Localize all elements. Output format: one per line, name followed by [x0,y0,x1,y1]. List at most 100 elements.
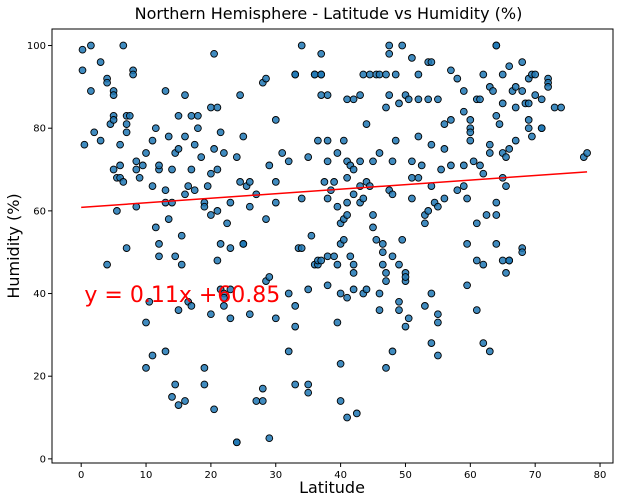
data-point [505,62,514,71]
data-point [116,140,124,149]
data-point [90,128,99,137]
data-point [226,285,235,294]
data-point [434,95,442,104]
y-axis-ticks: 0 20 40 60 80 100 [27,41,52,465]
data-point [502,269,510,277]
data-point [427,140,436,149]
data-point [343,95,351,104]
data-point [459,87,468,95]
data-point [349,165,358,174]
data-point [181,132,189,141]
data-point [116,161,124,170]
data-point [437,165,445,174]
data-point [401,273,410,281]
data-point [236,91,244,99]
data-point [284,289,293,298]
data-point [200,202,209,211]
data-point [271,198,280,207]
data-point [323,252,332,261]
data-point [378,260,387,269]
data-point [245,178,254,186]
data-point [177,231,186,240]
data-point [356,157,364,166]
data-point [113,207,121,215]
data-point [382,70,390,79]
data-point [408,157,416,166]
data-point [492,41,501,50]
data-point [291,322,300,331]
data-point [164,132,173,141]
data-point [216,128,225,137]
data-point [297,194,306,203]
data-point [518,58,527,66]
data-point [472,219,481,228]
data-point [388,252,397,261]
data-point [122,120,131,128]
data-point [291,70,300,79]
data-point [181,397,189,405]
data-point [271,178,280,186]
data-point [459,107,468,116]
x-axis-title: Latitude [299,478,365,497]
data-point [207,103,215,112]
data-point [398,235,407,244]
data-point [87,87,95,95]
data-point [372,235,381,244]
data-point [174,145,183,153]
data-point [408,54,416,62]
data-point [119,41,128,50]
data-point [434,310,442,319]
data-point [232,438,241,447]
data-points [78,41,591,447]
regression-equation: y = 0.11x +60.85 [84,283,280,308]
data-point [297,244,306,252]
data-point [200,364,209,372]
data-point [317,91,326,99]
data-point [194,124,202,133]
data-point [317,256,326,265]
data-point [317,49,326,58]
data-point [142,364,150,372]
data-point [459,182,468,190]
data-point [492,111,501,120]
data-point [479,339,488,347]
data-point [492,211,501,219]
data-point [245,202,254,211]
data-point [375,289,384,298]
data-point [495,120,504,128]
data-point [362,120,371,128]
data-point [213,207,222,215]
data-point [336,289,345,298]
data-point [359,70,368,79]
data-point [171,380,180,389]
data-point [336,359,345,368]
data-point [236,178,244,186]
data-point [239,240,248,248]
data-point [323,91,332,99]
data-point [174,306,183,314]
data-point [171,252,180,261]
data-point [434,351,442,360]
data-point [414,132,423,141]
data-point [307,231,316,240]
data-point [378,248,387,257]
data-point [271,116,280,124]
data-point [239,132,248,141]
data-point [346,252,355,261]
data-point [132,165,141,174]
data-point [395,260,403,269]
data-point [96,58,105,66]
data-point [352,409,361,418]
data-point [479,70,488,79]
data-point [382,277,390,285]
data-point [333,149,342,157]
data-point [145,297,154,306]
data-point [304,380,313,389]
data-point [161,198,170,207]
data-point [378,240,387,248]
data-point [463,240,471,248]
data-point [122,128,131,137]
data-point [398,41,407,50]
data-point [203,182,212,190]
y-tick-label: 40 [33,289,46,300]
